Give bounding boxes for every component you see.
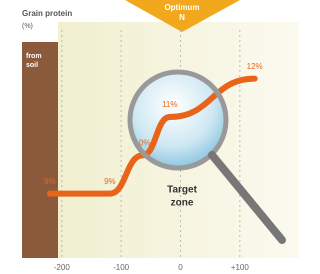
band-label: soil <box>26 62 38 69</box>
chart: from soil Grain protein (%) Optimum N -2… <box>0 0 299 274</box>
unit-label: (%) <box>22 23 33 30</box>
banner-label: N <box>179 13 185 22</box>
annotation: Target <box>167 185 197 196</box>
x-tick-label: -100 <box>113 263 130 272</box>
x-tick-label: 0 <box>178 263 183 272</box>
data-label: 11% <box>162 100 177 109</box>
band-label: from <box>26 53 42 60</box>
soil-band <box>22 42 58 258</box>
data-label: 9% <box>104 177 116 186</box>
x-tick-label: +100 <box>231 263 250 272</box>
banner-label: Optimum <box>164 3 199 12</box>
data-label: 9% <box>44 177 56 186</box>
annotation: zone <box>171 198 194 209</box>
chart-title: Grain protein <box>22 9 72 18</box>
x-tick-label: -200 <box>54 263 71 272</box>
data-label: 12% <box>247 62 263 71</box>
